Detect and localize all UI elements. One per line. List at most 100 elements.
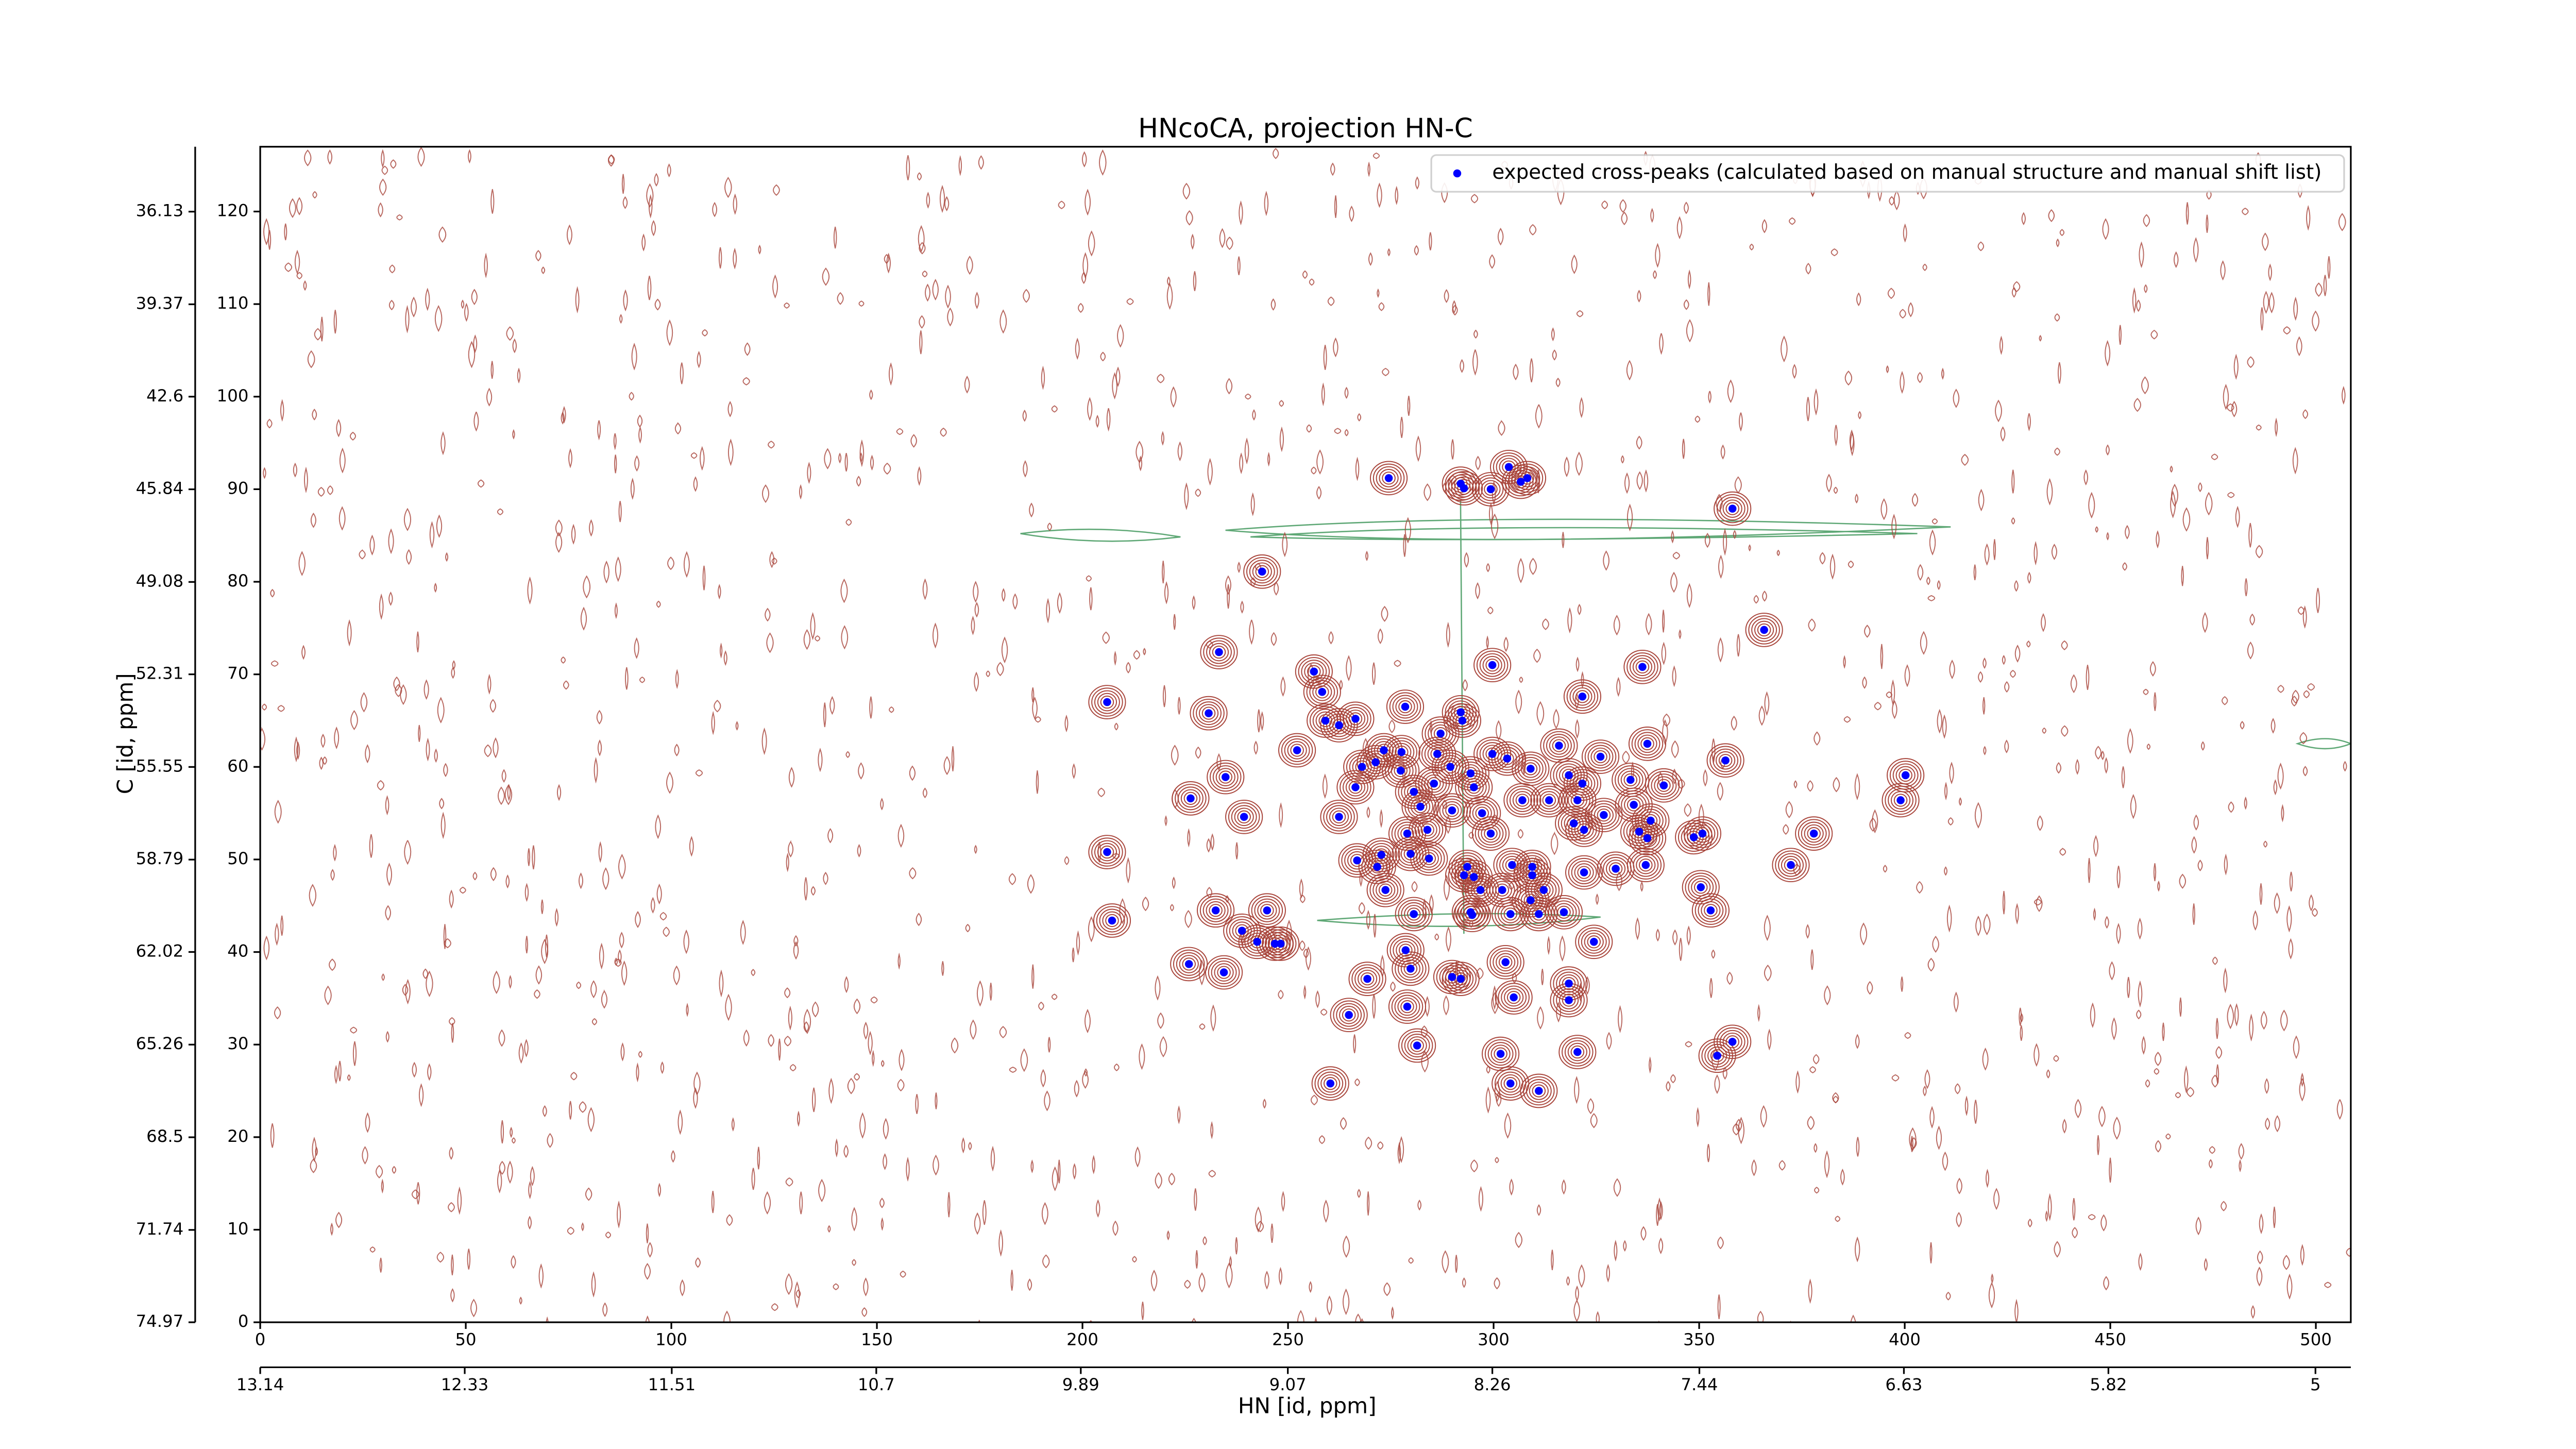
noise-contour: [1495, 1157, 1499, 1164]
cross-peak: [1276, 939, 1285, 948]
noise-contour: [663, 926, 670, 937]
peak-contour: [1371, 738, 1397, 762]
noise-contour: [1378, 302, 1385, 311]
noise-contour: [998, 1229, 1004, 1257]
noise-contour: [1659, 331, 1664, 355]
peak-contour: [1410, 841, 1448, 876]
peak-contour: [1320, 1074, 1341, 1093]
noise-contour: [512, 1137, 516, 1144]
peak-contour: [1686, 819, 1719, 848]
noise-contour: [436, 514, 443, 538]
x2-tick-label: 12.33: [441, 1375, 489, 1394]
noise-contour: [467, 149, 471, 164]
peak-contour: [1372, 878, 1399, 902]
peak-contour: [1888, 788, 1913, 812]
noise-contour: [315, 1147, 318, 1156]
peak-contour: [1532, 907, 1546, 921]
noise-contour: [2264, 1078, 2269, 1094]
noise-contour: [1072, 948, 1075, 963]
noise-contour: [1889, 196, 1895, 206]
noise-contour: [2070, 674, 2077, 694]
noise-contour: [922, 578, 928, 600]
cross-peak: [1184, 960, 1193, 968]
noise-contour: [693, 476, 698, 492]
noise-contour: [1824, 985, 1831, 1006]
noise-contour: [2286, 905, 2292, 933]
peak-contour: [1254, 898, 1280, 922]
noise-contour: [1596, 1311, 1600, 1323]
noise-contour: [1486, 635, 1489, 650]
noise-contour: [1496, 720, 1502, 741]
noise-contour: [2299, 732, 2308, 745]
noise-contour: [1171, 745, 1179, 766]
noise-contour: [1353, 1034, 1357, 1053]
noise-contour: [1115, 366, 1121, 387]
noise-contour: [654, 298, 661, 311]
noise-contour: [1387, 248, 1391, 257]
peak-contour: [1312, 682, 1332, 701]
noise-contour: [1984, 543, 1990, 566]
noise-contour: [296, 197, 303, 215]
noise-contour: [1489, 254, 1496, 269]
noise-contour: [869, 696, 873, 719]
peak-contour: [1234, 807, 1254, 827]
peak-contour: [1445, 804, 1459, 817]
noise-contour: [2259, 1213, 2264, 1235]
noise-contour: [1944, 866, 1947, 876]
noise-contour: [530, 1166, 535, 1187]
peak-contour: [1476, 650, 1509, 680]
noise-contour: [2132, 287, 2137, 314]
y-tick-label: 70: [227, 664, 248, 683]
noise-contour: [561, 411, 565, 425]
noise-contour: [303, 466, 308, 494]
noise-contour: [1613, 1178, 1621, 1197]
noise-contour: [270, 660, 279, 667]
noise-contour: [793, 935, 799, 947]
noise-contour: [2116, 866, 2121, 888]
noise-contour: [1874, 701, 1882, 711]
noise-contour: [1076, 930, 1080, 956]
noise-contour: [1819, 552, 1826, 565]
peak-contour: [1414, 818, 1440, 842]
peak-contour: [1348, 712, 1363, 726]
noise-contour: [910, 434, 917, 448]
peak-contour: [1207, 760, 1245, 795]
noise-contour: [833, 226, 837, 249]
cross-peak: [1397, 748, 1406, 756]
noise-contour: [423, 679, 429, 700]
noise-contour: [673, 965, 680, 986]
noise-contour: [277, 705, 285, 712]
cross-peak: [1565, 996, 1573, 1004]
peak-contour: [1094, 690, 1120, 714]
noise-contour: [784, 1036, 792, 1047]
peak-contour: [1722, 1032, 1742, 1051]
peak-contour: [1183, 791, 1198, 805]
noise-contour: [2146, 743, 2151, 750]
noise-contour: [2113, 1116, 2121, 1140]
peak-contour: [1332, 810, 1346, 823]
noise-contour: [621, 960, 628, 986]
noise-contour: [2309, 894, 2314, 912]
noise-contour: [2105, 916, 2109, 929]
peak-contour: [1413, 800, 1428, 814]
peak-contour: [1564, 1040, 1590, 1064]
peak-contour: [1564, 788, 1590, 812]
peak-contour: [1244, 930, 1270, 954]
peak-contour: [1775, 850, 1807, 880]
peak-contour: [1511, 473, 1531, 491]
noise-contour: [1126, 662, 1131, 674]
noise-contour: [1044, 1090, 1050, 1111]
noise-contour: [289, 198, 296, 218]
noise-contour: [1321, 382, 1325, 407]
peak-contour: [1559, 766, 1579, 785]
noise-contour: [1714, 1074, 1720, 1094]
noise-contour: [2102, 218, 2109, 240]
noise-contour: [334, 1065, 338, 1085]
noise-contour: [2020, 1025, 2023, 1041]
noise-contour: [1366, 909, 1370, 930]
noise-contour: [2209, 1159, 2213, 1169]
noise-contour: [449, 1147, 454, 1160]
noise-contour: [615, 556, 621, 582]
noise-contour: [388, 592, 393, 606]
noise-contour: [1372, 993, 1376, 1019]
